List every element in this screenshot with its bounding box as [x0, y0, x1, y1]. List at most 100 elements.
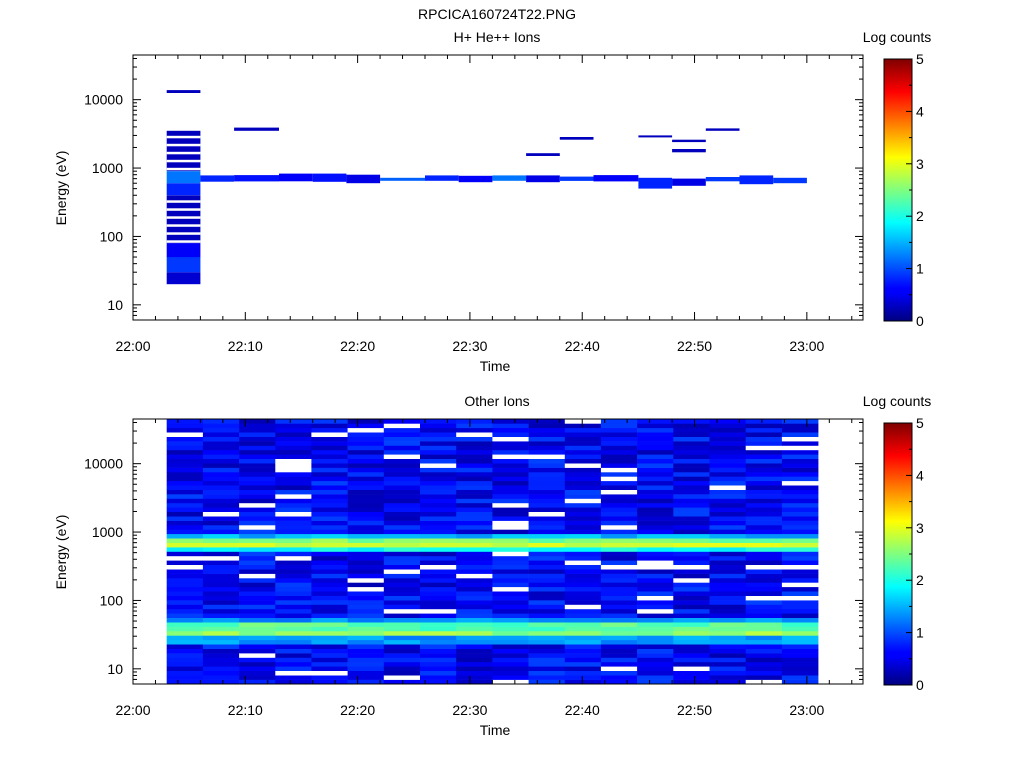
data-cell — [420, 472, 457, 477]
data-cell — [600, 547, 638, 552]
data-cell — [600, 419, 638, 424]
data-cell — [528, 564, 566, 570]
data-cell — [673, 445, 710, 451]
data-cell — [456, 608, 493, 614]
data-cell — [202, 463, 240, 468]
data-cell — [202, 547, 240, 552]
data-cell — [166, 670, 204, 676]
data-cell — [564, 653, 602, 658]
data-cell — [745, 467, 783, 473]
data-cell — [600, 569, 638, 574]
data-cell — [275, 648, 312, 654]
colorbar-tick-label: 5 — [916, 415, 924, 431]
data-cell — [311, 564, 348, 570]
data-cell — [564, 591, 602, 596]
data-cell — [383, 578, 421, 583]
data-cell — [383, 542, 421, 548]
data-cell — [673, 467, 710, 473]
data-cell — [781, 547, 819, 552]
data-cell — [564, 670, 602, 676]
data-cell — [564, 441, 602, 446]
panel1-data-cells — [166, 90, 807, 285]
data-cell — [781, 600, 819, 605]
data-cell — [673, 454, 710, 459]
data-cell — [528, 639, 566, 645]
data-cell — [781, 666, 819, 671]
data-cell — [600, 423, 638, 429]
data-cell — [492, 639, 529, 645]
data-cell — [528, 622, 566, 627]
data-cell — [311, 555, 348, 561]
data-cell — [564, 617, 602, 623]
data-cell — [709, 635, 746, 641]
data-gap — [166, 167, 201, 171]
data-cell — [492, 675, 529, 680]
data-cell — [492, 586, 529, 592]
data-cell — [528, 538, 566, 543]
data-cell — [528, 525, 566, 530]
data-cell — [456, 441, 493, 446]
data-cell — [202, 622, 240, 627]
data-cell — [564, 502, 602, 508]
data-cell — [745, 445, 783, 451]
data-cell — [239, 533, 276, 539]
data-cell — [311, 502, 348, 508]
data-cell — [745, 675, 783, 680]
data-cell — [239, 423, 276, 429]
data-cell — [420, 441, 457, 446]
data-cell — [456, 458, 493, 464]
data-cell — [637, 529, 674, 535]
data-cell — [239, 657, 276, 663]
data-cell — [311, 631, 348, 636]
data-cell — [673, 507, 710, 512]
data-cell — [383, 507, 421, 512]
data-cell — [672, 149, 706, 153]
data-cell — [347, 525, 385, 530]
data-cell — [166, 520, 204, 526]
data-cell — [637, 555, 674, 561]
data-cell — [420, 547, 457, 552]
data-cell — [637, 666, 674, 671]
data-cell — [673, 582, 710, 588]
data-cell — [202, 454, 240, 459]
data-cell — [709, 608, 746, 614]
data-cell — [528, 613, 566, 618]
data-cell — [275, 454, 312, 459]
data-cell — [347, 591, 385, 596]
data-cell — [347, 538, 385, 543]
data-gap — [166, 143, 201, 147]
data-cell — [383, 595, 421, 601]
data-cell — [781, 542, 819, 548]
panel1-y-axis: 10 100 1000 10000 — [84, 57, 863, 321]
data-cell — [311, 533, 348, 539]
data-cell — [311, 666, 348, 671]
data-cell — [564, 613, 602, 618]
data-cell — [311, 560, 348, 565]
data-cell — [239, 591, 276, 596]
data-cell — [239, 467, 276, 473]
data-cell — [456, 679, 493, 685]
data-cell — [528, 441, 566, 446]
data-cell — [202, 485, 240, 490]
data-cell — [456, 569, 493, 574]
data-cell — [239, 436, 276, 442]
data-cell — [564, 529, 602, 535]
data-cell — [202, 498, 240, 504]
data-cell — [673, 613, 710, 618]
data-cell — [781, 622, 819, 627]
data-cell — [166, 423, 204, 429]
data-cell — [166, 494, 204, 499]
data-cell — [456, 555, 493, 561]
x-tick-label: 22:40 — [565, 338, 600, 354]
data-cell — [420, 538, 457, 543]
colorbar-tick-label: 4 — [916, 103, 924, 119]
data-cell — [564, 631, 602, 636]
data-cell — [745, 639, 783, 645]
data-cell — [600, 494, 638, 499]
data-cell — [347, 498, 385, 504]
data-cell — [709, 666, 746, 671]
data-cell — [275, 441, 312, 446]
data-cell — [347, 463, 385, 468]
data-cell — [528, 498, 566, 504]
